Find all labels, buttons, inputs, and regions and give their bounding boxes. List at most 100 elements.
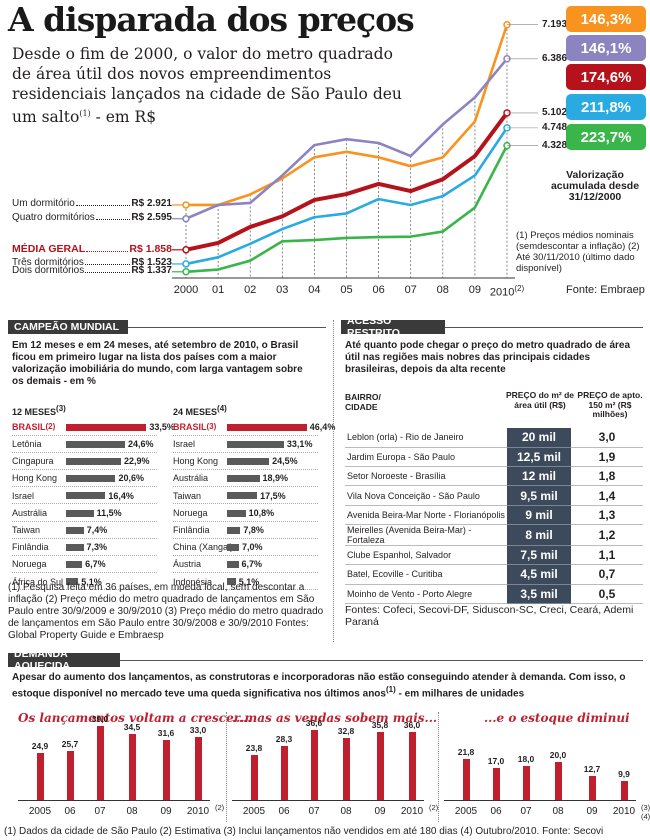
bar-label: Indonésia <box>173 576 212 588</box>
mini-x-label: 08 <box>541 806 575 817</box>
cell-nome: Batel, Ecoville - Curitiba <box>345 564 507 585</box>
row-rule <box>173 451 318 453</box>
mini-x-label: 2010 <box>395 806 429 817</box>
mini-x-text: 08 <box>340 806 352 817</box>
x-tick-text: 02 <box>244 284 257 296</box>
mini-bar-value: 9,9 <box>618 769 630 780</box>
bar <box>227 440 284 448</box>
mini-bar <box>462 758 470 800</box>
series-label-3: Três dormitórios R$ 1.523 <box>12 257 172 268</box>
subtitle-text: Desde o fim de 2000, o valor do metro qu… <box>12 45 402 127</box>
row-rule <box>173 503 318 505</box>
series-label-0: Um dormitório R$ 2.921 <box>12 198 172 209</box>
mini-bar <box>376 731 384 800</box>
series-name: Quatro dormitórios <box>12 211 95 223</box>
bar <box>227 457 270 465</box>
bar-category: Noruega <box>12 559 47 570</box>
row-rule <box>173 572 318 574</box>
bar-category: Hong Kong <box>12 473 58 484</box>
bar-category: Austrália <box>12 507 48 518</box>
mini-axis <box>444 800 636 801</box>
x-tick-text: 08 <box>436 284 449 296</box>
table-row: Setor Noroeste - Brasília 12 mil 1,8 <box>345 466 643 487</box>
cell-apto: 0,7 <box>571 564 643 585</box>
main-subtitle: Desde o fim de 2000, o valor do metro qu… <box>12 44 412 127</box>
bar-category: Áustria <box>173 559 202 570</box>
campeao-heading: CAMPEÃO MUNDIAL <box>8 320 128 334</box>
bar-label: África do Sul <box>12 576 63 588</box>
mini-x-label: 07 <box>83 806 117 817</box>
x-tick-text: 09 <box>468 284 482 296</box>
mini-divider-1 <box>226 712 227 822</box>
col-preco-apto: PREÇO de apto. 150 m² (R$ milhões) <box>577 390 643 419</box>
mini-x-sup: (2) <box>215 803 225 812</box>
row-rule <box>173 434 318 436</box>
mini-x-label: 07 <box>297 806 331 817</box>
bar-value: 17,5% <box>260 490 286 501</box>
series-name: Três dormitórios <box>12 256 84 268</box>
series-start-value: R$ 1.523 <box>131 256 172 268</box>
line-chart-notes: (1) Preços médios nominais (semdescontar… <box>516 230 640 274</box>
bar <box>66 526 84 534</box>
section-divider <box>333 320 334 642</box>
mini-bar-value: 35,8 <box>371 719 389 730</box>
mini-bar <box>522 765 530 800</box>
campeao-rule <box>8 327 326 328</box>
cell-apto: 1,8 <box>571 466 643 487</box>
mini-bar <box>128 734 136 800</box>
cell-nome: Vila Nova Conceição - São Paulo <box>345 485 507 506</box>
row-rule <box>12 589 157 591</box>
x-tick-text: 06 <box>372 284 385 296</box>
bar-label: Letônia <box>12 438 42 450</box>
mini-bar-value: 24,9 <box>31 740 49 751</box>
mini-x-text: 2005 <box>454 806 478 817</box>
bar-category: Letônia <box>12 438 42 449</box>
bar-value: 7,3% <box>86 542 108 553</box>
bar-value: 16,4% <box>108 490 134 501</box>
row-rule <box>12 537 157 539</box>
mini-x-label: 09 <box>149 806 183 817</box>
series-badge: 174,6% <box>566 64 646 90</box>
bar <box>227 578 236 586</box>
bar-value: 11,5% <box>96 507 122 518</box>
bar <box>66 492 106 500</box>
series-line-0 <box>186 24 509 207</box>
mini-x-text: 2010 <box>612 806 636 817</box>
mini-x-text: 09 <box>160 806 172 817</box>
series-end-value: 5.102 <box>542 106 568 118</box>
subtitle-sup: (1) <box>79 109 91 118</box>
mini-x-label: 07 <box>509 806 543 817</box>
mini-bar <box>342 737 350 800</box>
cell-m2: 20 mil <box>507 428 571 448</box>
bar <box>227 492 258 500</box>
series-name: Dois dormitórios <box>12 264 85 276</box>
row-rule <box>173 589 318 591</box>
mini-bar <box>194 737 202 800</box>
mini-x-label: 09 <box>575 806 609 817</box>
x-tick-text: 05 <box>340 284 353 296</box>
table-row: Vila Nova Conceição - São Paulo 9,5 mil 1,… <box>345 485 643 506</box>
bar-category: Finlândia <box>173 524 210 535</box>
mini-x-label: 06 <box>479 806 513 817</box>
cell-m2: 12 mil <box>507 466 571 487</box>
mini-x-text: 2005 <box>28 806 52 817</box>
cell-m2: 9,5 mil <box>507 485 571 506</box>
bar-category: Israel <box>173 438 196 449</box>
series-point <box>182 246 190 254</box>
x-tick-label: 03 <box>262 284 302 296</box>
bar12-title-text: 12 MESES <box>12 407 57 417</box>
col-preco-m2: PREÇO do m² de área útil (R$) <box>505 390 574 410</box>
bar-label: Austrália <box>173 473 208 485</box>
mini-x-label: 08 <box>329 806 363 817</box>
line-chart-source: Fonte: Embraep <box>566 284 645 296</box>
mini-x-text: 07 <box>520 806 532 817</box>
cell-apto: 1,2 <box>571 524 643 546</box>
mini-bar <box>310 730 318 800</box>
row-rule <box>12 554 157 556</box>
x-tick-label: 2010(2) <box>487 284 527 299</box>
series-start-value: R$ 1.858 <box>129 242 172 255</box>
row-rule <box>12 468 157 470</box>
mini-chart-title: ...e o estoque diminui <box>484 711 630 725</box>
bar-value: 18,9% <box>262 473 289 484</box>
bar-category: Noruega <box>173 507 208 518</box>
